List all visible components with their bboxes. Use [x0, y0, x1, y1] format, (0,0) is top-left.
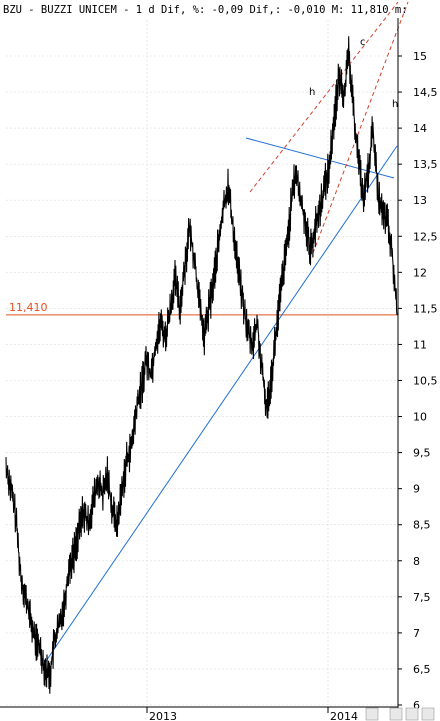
close-icon[interactable] — [421, 707, 435, 721]
x-tick-label: 2013 — [149, 710, 177, 721]
y-tick-label: 8,5 — [413, 519, 431, 532]
window-controls — [365, 707, 435, 721]
x-tick-label: 2014 — [330, 710, 358, 721]
y-tick-label: 11,5 — [413, 302, 438, 315]
annotation-label: h — [309, 87, 315, 98]
y-axis: 15 14,5 14 13,5 13 12,5 12 11,5 11 10,5 10 9,5 9 8,5 8… — [397, 18, 438, 712]
y-tick-label: 13 — [413, 194, 427, 207]
y-tick-label: 13,5 — [413, 158, 438, 171]
annotation-label: c — [360, 37, 366, 48]
pattern-annotations: h c h — [309, 37, 398, 110]
chart-title: BZU - BUZZI UNICEM - 1 d Dif, %: -0,09 D… — [3, 4, 408, 16]
y-tick-label: 6,5 — [413, 663, 431, 676]
y-tick-label: 12,5 — [413, 230, 438, 243]
y-tick-label: 7 — [413, 627, 420, 640]
minimize-icon[interactable] — [365, 707, 379, 721]
y-tick-label: 7,5 — [413, 591, 431, 604]
y-tick-label: 10,5 — [413, 375, 438, 388]
y-tick-label: 14 — [413, 122, 427, 135]
channel-lower-line — [312, 1, 409, 254]
y-tick-label: 14,5 — [413, 86, 438, 99]
y-tick-label: 12 — [413, 266, 427, 279]
x-axis: 2013 2014 — [0, 706, 398, 721]
y-tick-label: 9,5 — [413, 447, 431, 460]
pin-icon[interactable] — [405, 707, 419, 721]
price-series — [5, 36, 398, 694]
y-tick-label: 8 — [413, 555, 420, 568]
horizontal-level-line: 11,410 — [6, 301, 398, 316]
price-line — [5, 36, 398, 694]
y-tick-label: 10 — [413, 411, 427, 424]
restore-icon[interactable] — [389, 707, 403, 721]
y-tick-label: 9 — [413, 483, 420, 496]
y-tick-label: 6 — [413, 699, 420, 712]
support-trendline — [43, 145, 398, 665]
annotation-label: h — [392, 99, 398, 110]
y-tick-label: 15 — [413, 50, 427, 63]
level-label: 11,410 — [9, 301, 48, 314]
chart-grid — [6, 20, 398, 706]
channel-upper-line — [249, 1, 399, 193]
y-tick-label: 11 — [413, 338, 427, 351]
